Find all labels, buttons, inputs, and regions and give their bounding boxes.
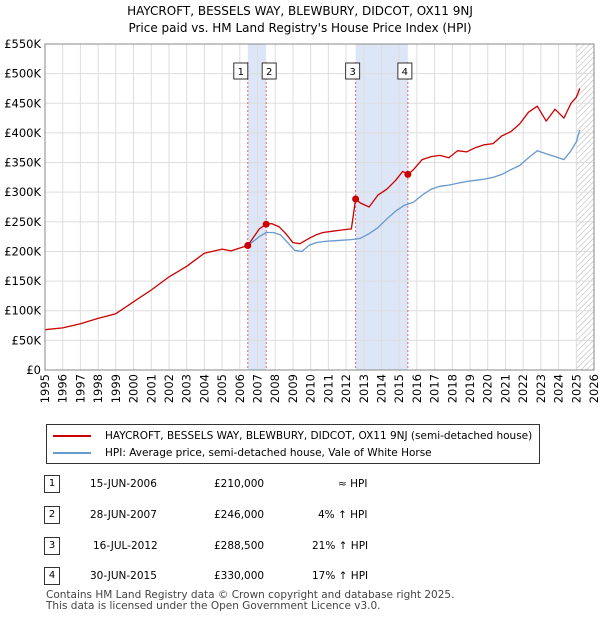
sale-number-label: 2 [266, 67, 272, 78]
x-tick-label: 2011 [321, 374, 335, 403]
sale-number-label: 4 [402, 67, 408, 78]
forecast-hatch [576, 44, 594, 370]
legend-label-hpi: HPI: Average price, semi-detached house,… [105, 447, 432, 459]
x-tick-label: 2016 [410, 374, 424, 403]
x-tick-label: 2005 [215, 374, 229, 403]
legend: HAYCROFT, BESSELS WAY, BLEWBURY, DIDCOT,… [46, 424, 540, 464]
x-tick-label: 1996 [56, 374, 70, 403]
legend-swatch-property [53, 435, 91, 437]
footer-copyright: Contains HM Land Registry data © Crown c… [46, 589, 455, 601]
transaction-marker: 3 [44, 537, 60, 555]
transaction-hpi: ≈ HPI [338, 478, 368, 490]
transaction-marker: 4 [44, 567, 60, 585]
x-tick-label: 2007 [251, 374, 265, 403]
x-tick-label: 2018 [445, 374, 459, 403]
x-tick-label: 2025 [569, 374, 583, 403]
x-tick-label: 2013 [357, 374, 371, 403]
transaction-row: 4 30-JUN-2015 £330,000 17% ↑ HPI [0, 567, 600, 587]
x-tick-label: 2001 [144, 374, 158, 403]
legend-swatch-hpi [53, 452, 91, 454]
x-tick-label: 1998 [91, 374, 105, 403]
transaction-marker: 2 [44, 506, 60, 524]
transaction-date: 30-JUN-2015 [90, 570, 157, 582]
y-tick-label: £150K [4, 274, 41, 288]
transaction-row: 2 28-JUN-2007 £246,000 4% ↑ HPI [0, 506, 600, 526]
series-line-hpi [247, 129, 581, 253]
legend-label-property: HAYCROFT, BESSELS WAY, BLEWBURY, DIDCOT,… [105, 430, 533, 442]
x-tick-label: 2004 [197, 374, 211, 403]
transaction-date: 16-JUL-2012 [93, 540, 158, 552]
x-tick-label: 2026 [587, 374, 600, 403]
sale-number-box [397, 62, 413, 80]
transaction-marker: 1 [44, 475, 60, 493]
x-tick-label: 1997 [73, 374, 87, 403]
transaction-date: 15-JUN-2006 [90, 478, 157, 490]
x-tick-label: 2024 [552, 374, 566, 403]
x-tick-label: 2017 [428, 374, 442, 403]
transaction-price: £288,500 [214, 540, 265, 552]
x-tick-label: 2022 [516, 374, 530, 403]
x-tick-label: 2019 [463, 374, 477, 403]
transaction-hpi: 4% ↑ HPI [318, 509, 368, 521]
y-tick-label: £100K [4, 304, 41, 318]
sale-number-label: 3 [349, 67, 355, 78]
x-tick-label: 2015 [392, 374, 406, 403]
x-tick-label: 1995 [38, 374, 52, 403]
footer: Contains HM Land Registry data © Crown c… [46, 590, 454, 612]
sale-number-box [233, 62, 249, 80]
x-tick-label: 2014 [374, 374, 388, 403]
sale-point [262, 220, 270, 228]
x-tick-label: 2012 [339, 374, 353, 403]
transaction-price: £246,000 [214, 509, 265, 521]
sale-point [244, 242, 252, 250]
chart-subtitle: Price paid vs. HM Land Registry's House … [128, 21, 472, 35]
x-tick-label: 2002 [162, 374, 176, 403]
ownership-shade [247, 44, 267, 370]
y-tick-label: £0 [26, 363, 41, 377]
y-tick-label: £50K [12, 333, 42, 347]
price-chart: £0 £50K £100K £150K £200K £250K £300K £350K £400… [4, 37, 600, 403]
y-tick-label: £400K [4, 126, 41, 140]
x-tick-label: 2003 [180, 374, 194, 403]
x-tick-label: 2020 [481, 374, 495, 403]
transaction-price: £210,000 [214, 478, 265, 490]
sale-number-box [345, 62, 361, 80]
plot-area [45, 44, 594, 370]
transaction-hpi: 21% ↑ HPI [312, 540, 369, 552]
legend-item-hpi: HPI: Average price, semi-detached house,… [53, 445, 432, 461]
legend-item-property: HAYCROFT, BESSELS WAY, BLEWBURY, DIDCOT,… [53, 428, 532, 444]
transaction-hpi: 17% ↑ HPI [312, 570, 369, 582]
x-tick-label: 2009 [286, 374, 300, 403]
transaction-row: 1 15-JUN-2006 £210,000 ≈ HPI [0, 475, 600, 495]
x-tick-label: 2023 [534, 374, 548, 403]
y-tick-label: £350K [4, 156, 41, 170]
x-tick-label: 2021 [498, 374, 512, 403]
sale-number-box [261, 62, 277, 80]
chart-title: HAYCROFT, BESSELS WAY, BLEWBURY, DIDCOT,… [127, 4, 473, 18]
footer-licence: This data is licensed under the Open Gov… [46, 600, 381, 612]
x-tick-label: 2008 [268, 374, 282, 403]
y-tick-label: £250K [4, 215, 41, 229]
sale-point [352, 195, 360, 203]
plot-frame [44, 43, 595, 371]
transaction-date: 28-JUN-2007 [90, 509, 157, 521]
x-tick-label: 2010 [304, 374, 318, 403]
x-tick-label: 2006 [233, 374, 247, 403]
transaction-row: 3 16-JUL-2012 £288,500 21% ↑ HPI [0, 537, 600, 557]
y-tick-label: £450K [4, 96, 41, 110]
x-tick-label: 2000 [127, 374, 141, 403]
x-tick-label: 1999 [109, 374, 123, 403]
y-tick-label: £500K [4, 67, 41, 81]
sale-number-label: 1 [238, 67, 244, 78]
transaction-price: £330,000 [214, 570, 265, 582]
y-tick-label: £550K [4, 37, 41, 51]
sale-point [404, 170, 412, 178]
y-tick-label: £300K [4, 185, 41, 199]
y-tick-label: £200K [4, 244, 41, 258]
